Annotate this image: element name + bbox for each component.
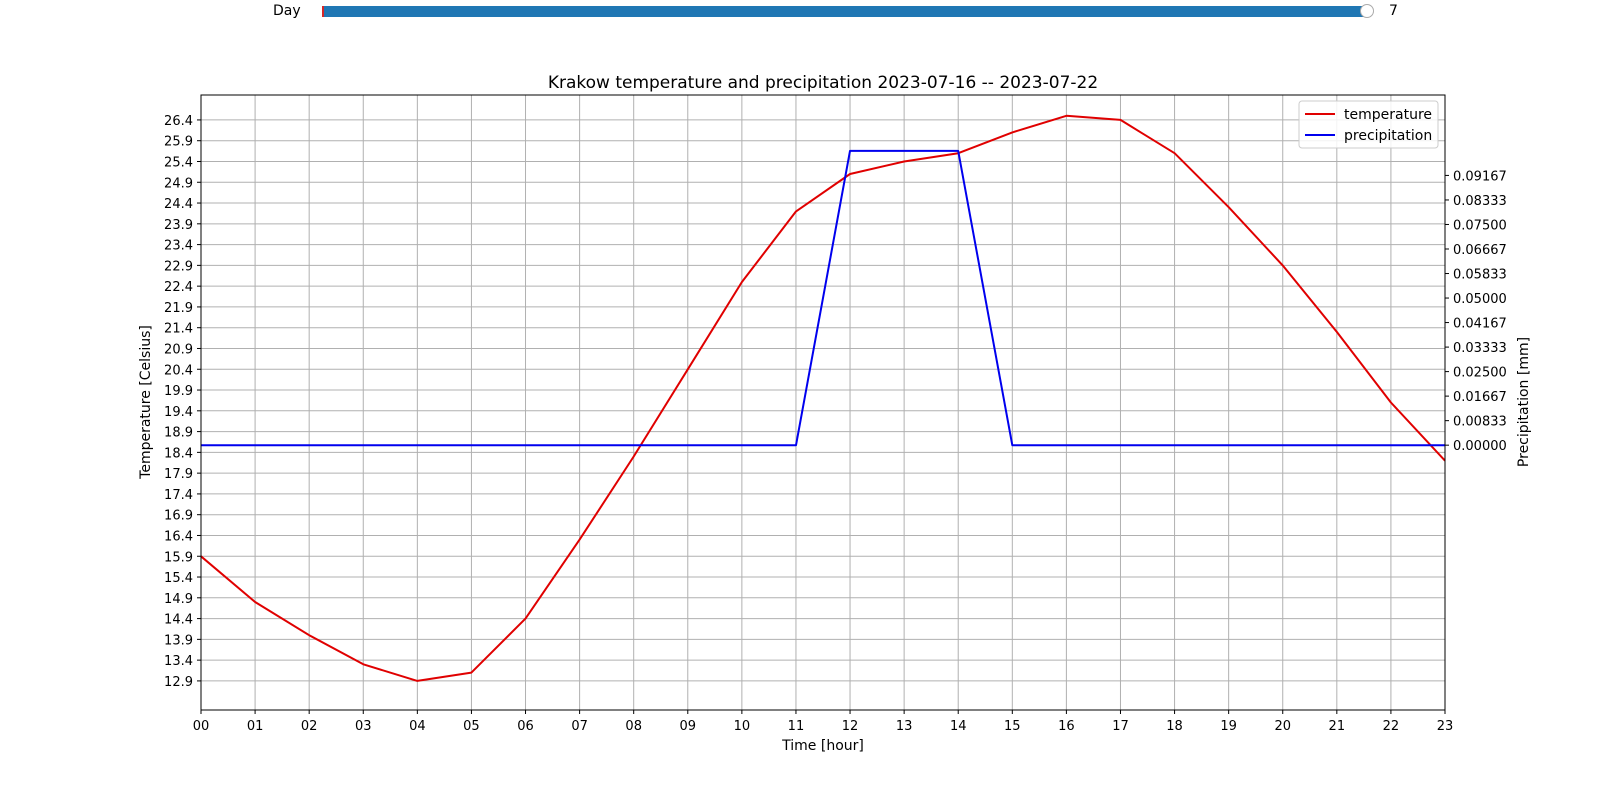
- legend: temperature precipitation: [1298, 100, 1439, 149]
- y-tick-label: 23.9: [164, 218, 193, 233]
- y2-tick-label: 0.05833: [1453, 268, 1507, 283]
- x-tick-label: 09: [680, 719, 697, 734]
- x-tick-label: 20: [1274, 719, 1291, 734]
- day-slider-track[interactable]: [322, 6, 1367, 17]
- y-tick-label: 19.4: [164, 405, 193, 420]
- y-tick-label: 24.4: [164, 197, 193, 212]
- y-axis-right: 0.00000 0.00833 0.01667 0.02500 0.03333 0.041…: [1445, 169, 1507, 454]
- y2-tick-label: 0.09167: [1453, 169, 1507, 184]
- y-tick-label: 22.4: [164, 280, 193, 295]
- y-tick-label: 23.4: [164, 239, 193, 254]
- legend-box: [1298, 100, 1439, 149]
- series: [200, 114, 1446, 682]
- day-slider-initial-marker: [322, 6, 324, 17]
- chart-title: Krakow temperature and precipitation 202…: [548, 73, 1098, 93]
- x-tick-label: 03: [355, 719, 372, 734]
- y-tick-label: 25.4: [164, 155, 193, 170]
- y-tick-label: 14.4: [164, 613, 193, 628]
- y-tick-label: 17.9: [164, 467, 193, 482]
- y2-tick-label: 0.07500: [1453, 218, 1507, 233]
- y2-tick-label: 0.00833: [1453, 415, 1507, 430]
- x-axis-label: Time [hour]: [781, 738, 864, 754]
- y2-axis-label: Precipitation [mm]: [1516, 337, 1532, 467]
- y-tick-label: 25.9: [164, 135, 193, 150]
- x-tick-label: 21: [1329, 719, 1346, 734]
- x-tick-label: 12: [842, 719, 859, 734]
- grid: [200, 95, 1446, 710]
- y2-tick-label: 0.08333: [1453, 194, 1507, 209]
- y2-tick-label: 0.06667: [1453, 243, 1507, 258]
- y-tick-label: 15.4: [164, 571, 193, 586]
- x-tick-label: 04: [409, 719, 426, 734]
- y-tick-label: 20.4: [164, 363, 193, 378]
- x-tick-label: 22: [1383, 719, 1400, 734]
- x-axis: 00 01 02 03 04 05 06 07 08 09 10 11 12 13 14 15 16 17 18 19…: [193, 710, 1454, 734]
- x-tick-label: 15: [1004, 719, 1021, 734]
- y2-tick-label: 0.05000: [1453, 292, 1507, 307]
- y2-tick-label: 0.03333: [1453, 341, 1507, 356]
- y-axis-label: Temperature [Celsius]: [138, 325, 154, 480]
- day-slider-label: Day: [273, 3, 301, 19]
- x-tick-label: 10: [734, 719, 751, 734]
- x-tick-label: 13: [896, 719, 913, 734]
- y2-tick-label: 0.04167: [1453, 317, 1507, 332]
- y-tick-label: 20.9: [164, 342, 193, 357]
- x-tick-label: 14: [950, 719, 967, 734]
- x-tick-label: 05: [463, 719, 480, 734]
- legend-temperature-label: temperature: [1344, 107, 1432, 123]
- x-tick-label: 18: [1166, 719, 1183, 734]
- y-tick-label: 13.9: [164, 633, 193, 648]
- y-tick-label: 22.9: [164, 259, 193, 274]
- y2-tick-label: 0.02500: [1453, 366, 1507, 381]
- y-tick-label: 17.4: [164, 488, 193, 503]
- legend-precipitation-label: precipitation: [1344, 128, 1432, 144]
- y-tick-label: 26.4: [164, 114, 193, 129]
- x-tick-label: 17: [1112, 719, 1129, 734]
- x-tick-label: 11: [788, 719, 805, 734]
- y-tick-label: 15.9: [164, 550, 193, 565]
- x-tick-label: 16: [1058, 719, 1075, 734]
- plot-frame: [200, 94, 1446, 711]
- y-tick-label: 21.4: [164, 322, 193, 337]
- x-tick-label: 00: [193, 719, 210, 734]
- x-tick-label: 07: [571, 719, 588, 734]
- day-slider-value: 7: [1389, 3, 1398, 19]
- y2-tick-label: 0.00000: [1453, 439, 1507, 454]
- y-tick-label: 18.4: [164, 446, 193, 461]
- y-tick-label: 16.9: [164, 509, 193, 524]
- x-tick-label: 06: [517, 719, 534, 734]
- y-tick-label: 16.4: [164, 529, 193, 544]
- day-slider-handle[interactable]: [1360, 4, 1374, 18]
- y-tick-label: 21.9: [164, 301, 193, 316]
- x-tick-label: 19: [1220, 719, 1237, 734]
- y-tick-label: 18.9: [164, 426, 193, 441]
- y-tick-label: 12.9: [164, 675, 193, 690]
- y-tick-label: 14.9: [164, 592, 193, 607]
- x-tick-label: 23: [1437, 719, 1454, 734]
- x-tick-label: 01: [247, 719, 264, 734]
- y-tick-label: 19.9: [164, 384, 193, 399]
- day-slider-row: Day 7: [0, 0, 1600, 26]
- y2-tick-label: 0.01667: [1453, 390, 1507, 405]
- y-axis-left: 12.9 13.4 13.9 14.4 14.9 15.4 15.9 16.4 16.9 17.4…: [164, 114, 201, 690]
- y-tick-label: 24.9: [164, 176, 193, 191]
- y-tick-label: 13.4: [164, 654, 193, 669]
- series-line-precipitation: [201, 149, 1445, 447]
- x-tick-label: 08: [625, 719, 642, 734]
- series-line-temperature: [200, 114, 1446, 682]
- x-tick-label: 02: [301, 719, 318, 734]
